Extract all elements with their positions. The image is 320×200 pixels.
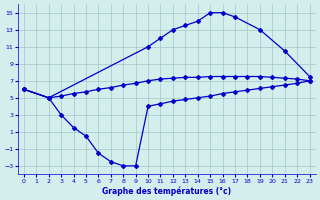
X-axis label: Graphe des températures (°c): Graphe des températures (°c) [102,186,231,196]
